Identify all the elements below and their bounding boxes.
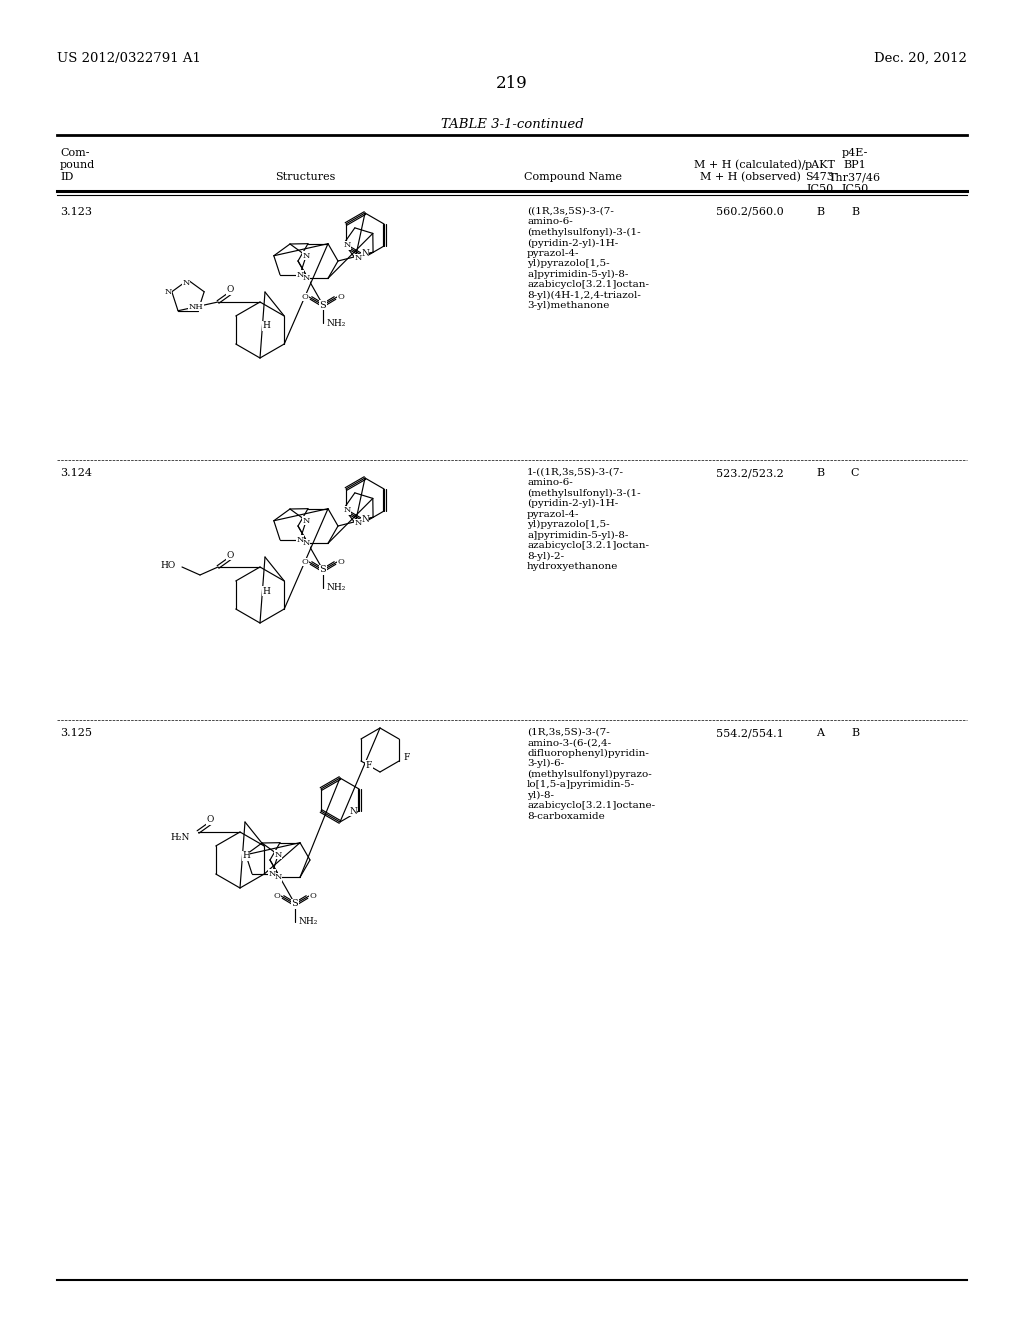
Text: M + H (calculated)/: M + H (calculated)/ [694,160,806,170]
Text: O: O [338,293,344,301]
Text: M + H (observed): M + H (observed) [699,172,801,182]
Text: N: N [296,536,304,544]
Text: NH₂: NH₂ [327,583,346,593]
Text: N: N [361,249,369,259]
Text: 560.2/560.0: 560.2/560.0 [716,207,784,216]
Text: S: S [319,301,327,309]
Text: B: B [816,207,824,216]
Text: NH₂: NH₂ [298,917,317,927]
Text: 3.124: 3.124 [60,469,92,478]
Text: N: N [302,275,309,282]
Text: O: O [301,558,308,566]
Text: N: N [268,870,275,878]
Text: N: N [349,807,357,816]
Text: Com-: Com- [60,148,89,158]
Text: pound: pound [60,160,95,170]
Text: F: F [366,760,372,770]
Text: p4E-: p4E- [842,148,868,158]
Text: 219: 219 [496,75,528,92]
Text: H: H [262,586,270,595]
Text: NH: NH [188,302,204,310]
Text: 1-((1R,3s,5S)-3-(7-
amino-6-
(methylsulfonyl)-3-(1-
(pyridin-2-yl)-1H-
pyrazol-4: 1-((1R,3s,5S)-3-(7- amino-6- (methylsulf… [527,469,649,572]
Text: N: N [302,252,310,260]
Text: O: O [338,558,344,566]
Text: IC50: IC50 [806,183,834,194]
Text: IC50: IC50 [842,183,868,194]
Text: S: S [319,565,327,574]
Text: O: O [301,293,308,301]
Text: HO: HO [161,561,176,569]
Text: N: N [164,288,171,296]
Text: Thr37/46: Thr37/46 [829,172,881,182]
Text: O: O [206,816,214,825]
Text: B: B [851,729,859,738]
Text: S: S [292,899,298,908]
Text: C: C [851,469,859,478]
Text: N: N [354,255,361,263]
Text: Dec. 20, 2012: Dec. 20, 2012 [874,51,967,65]
Text: N: N [274,851,282,859]
Text: N: N [296,271,304,279]
Text: O: O [226,285,233,294]
Text: 523.2/523.2: 523.2/523.2 [716,469,784,478]
Text: 554.2/554.1: 554.2/554.1 [716,729,784,738]
Text: A: A [816,729,824,738]
Text: US 2012/0322791 A1: US 2012/0322791 A1 [57,51,201,65]
Text: N: N [302,516,310,525]
Text: S473: S473 [806,172,835,182]
Text: N: N [343,242,350,249]
Text: Compound Name: Compound Name [524,172,622,182]
Text: Structures: Structures [274,172,335,182]
Text: O: O [226,550,233,560]
Text: F: F [403,752,411,762]
Text: H: H [242,851,250,861]
Text: B: B [851,207,859,216]
Text: ID: ID [60,172,74,182]
Text: NH₂: NH₂ [327,318,346,327]
Text: N: N [343,507,350,515]
Text: BP1: BP1 [844,160,866,170]
Text: N: N [302,540,309,548]
Text: 3.123: 3.123 [60,207,92,216]
Text: TABLE 3-1-continued: TABLE 3-1-continued [440,117,584,131]
Text: N: N [361,515,369,524]
Text: pAKT: pAKT [805,160,836,170]
Text: H: H [262,322,270,330]
Text: 3.125: 3.125 [60,729,92,738]
Text: H₂N: H₂N [170,833,189,842]
Text: N: N [354,519,361,527]
Text: ((1R,3s,5S)-3-(7-
amino-6-
(methylsulfonyl)-3-(1-
(pyridin-2-yl)-1H-
pyrazol-4-
: ((1R,3s,5S)-3-(7- amino-6- (methylsulfon… [527,207,649,310]
Text: O: O [309,892,316,900]
Text: B: B [816,469,824,478]
Text: O: O [273,892,281,900]
Text: N: N [182,279,189,286]
Text: N: N [274,874,282,882]
Text: (1R,3s,5S)-3-(7-
amino-3-(6-(2,4-
difluorophenyl)pyridin-
3-yl)-6-
(methylsulfon: (1R,3s,5S)-3-(7- amino-3-(6-(2,4- difluo… [527,729,655,821]
